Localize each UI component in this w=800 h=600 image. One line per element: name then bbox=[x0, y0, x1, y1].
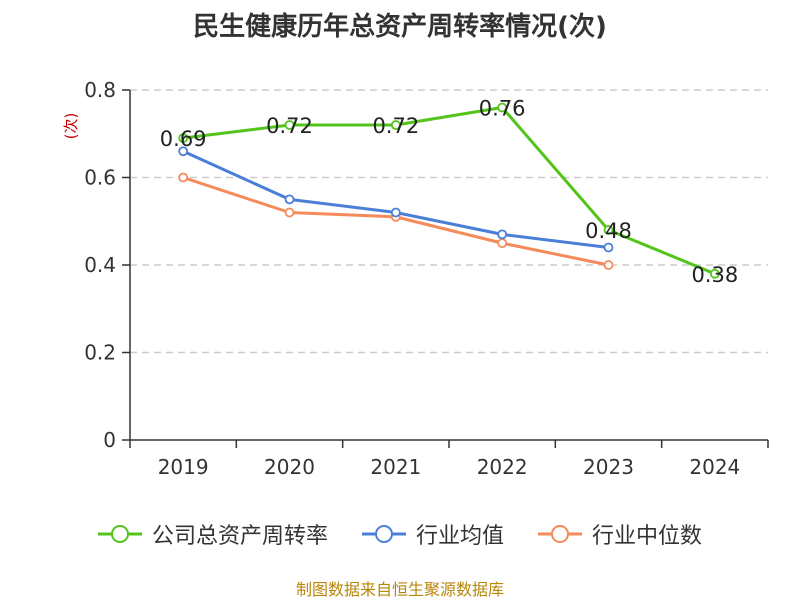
data-label: 0.72 bbox=[266, 114, 313, 138]
series-point-3 bbox=[497, 238, 508, 249]
legend-label-industry-median: 行业中位数 bbox=[592, 524, 703, 549]
y-tick-label: 0.4 bbox=[84, 253, 116, 277]
series-point-1 bbox=[603, 225, 614, 235]
data-label: 0.76 bbox=[479, 97, 526, 121]
y-tick-label: 0.8 bbox=[84, 78, 116, 102]
series-point-2 bbox=[497, 229, 508, 240]
data-label: 0.38 bbox=[691, 263, 738, 287]
legend-label-company: 公司总资产周转率 bbox=[151, 524, 328, 549]
series-point-3 bbox=[603, 260, 614, 270]
series-point-2 bbox=[284, 194, 295, 205]
x-tick-label: 2022 bbox=[477, 455, 528, 479]
legend-marker-company bbox=[97, 525, 142, 543]
data-label: 0.69 bbox=[160, 127, 207, 151]
x-tick-label: 2020 bbox=[264, 455, 315, 479]
series-point-2 bbox=[603, 242, 614, 253]
series-line-1 bbox=[182, 106, 716, 276]
y-tick-label: 0.6 bbox=[84, 166, 116, 190]
series-point-2 bbox=[178, 146, 189, 157]
legend-item-company[interactable]: 公司总资产周转率 bbox=[97, 518, 328, 550]
x-tick-label: 2021 bbox=[370, 455, 421, 479]
series-point-1 bbox=[709, 268, 720, 279]
series-point-2 bbox=[390, 207, 401, 218]
x-tick-label: 2019 bbox=[158, 455, 209, 479]
series-point-1 bbox=[390, 120, 401, 130]
legend: 公司总资产周转率 行业均值 行业中位数 bbox=[0, 518, 800, 550]
legend-marker-industry-median bbox=[538, 525, 582, 543]
legend-label-industry-average: 行业均值 bbox=[415, 524, 504, 549]
series-point-1 bbox=[178, 133, 189, 144]
y-tick-label: 0 bbox=[103, 428, 116, 452]
series-point-1 bbox=[284, 120, 295, 130]
series-point-1 bbox=[497, 102, 508, 113]
x-tick-label: 2023 bbox=[583, 455, 634, 479]
source-note: 制图数据来自恒生聚源数据库 bbox=[295, 580, 504, 599]
data-label: 0.48 bbox=[585, 219, 632, 243]
chart-title: 民生健康历年总资产周转率情况(次) bbox=[193, 12, 607, 42]
y-tick-label: 0.2 bbox=[84, 341, 116, 365]
data-label: 0.72 bbox=[372, 114, 419, 138]
legend-item-industry-average[interactable]: 行业均值 bbox=[361, 518, 504, 550]
series-point-3 bbox=[284, 207, 295, 218]
series-point-3 bbox=[178, 172, 189, 183]
legend-item-industry-median[interactable]: 行业中位数 bbox=[538, 518, 702, 550]
legend-marker-industry-average bbox=[361, 525, 406, 543]
x-tick-label: 2024 bbox=[689, 455, 740, 479]
y-axis-label: (次) bbox=[62, 113, 80, 140]
